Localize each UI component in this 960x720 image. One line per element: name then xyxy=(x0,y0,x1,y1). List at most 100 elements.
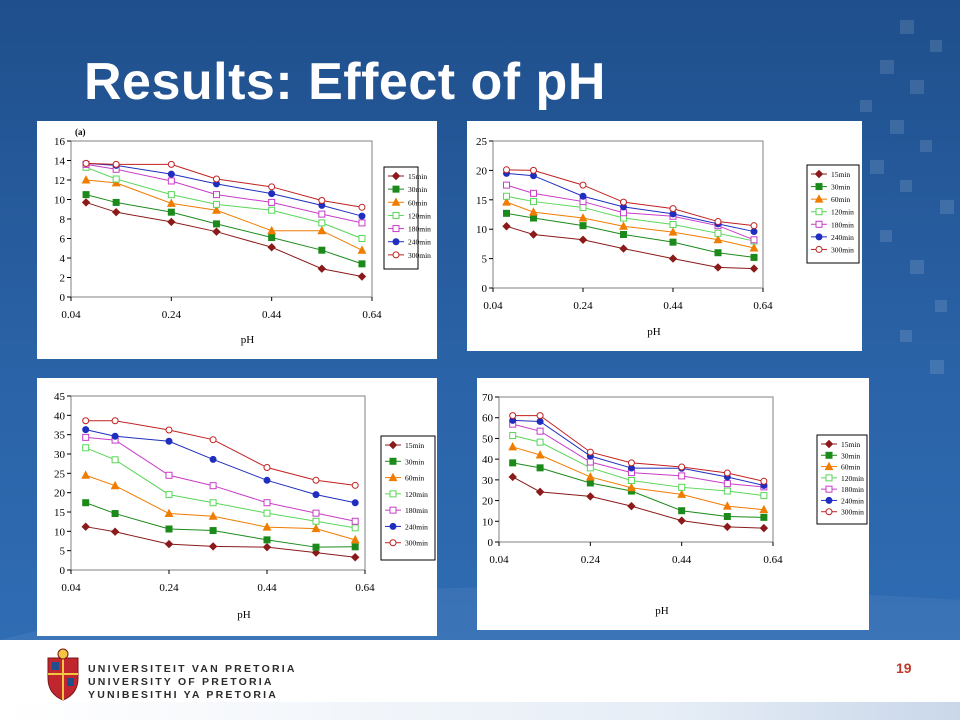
data-point xyxy=(312,509,320,517)
data-point xyxy=(530,166,537,174)
data-point xyxy=(212,220,220,228)
legend-marker xyxy=(389,539,397,547)
data-point xyxy=(668,227,678,236)
y-tick-label: 15 xyxy=(476,195,488,207)
data-point xyxy=(536,412,544,420)
data-point xyxy=(357,245,367,254)
x-axis-label: pH xyxy=(241,334,255,346)
data-point xyxy=(165,491,173,499)
legend-label: 300min xyxy=(841,508,864,517)
data-point xyxy=(503,209,510,217)
data-point xyxy=(536,464,544,472)
legend-label: 120min xyxy=(408,211,431,220)
chart-d: 0 10 20 30 40 50 60 70 0.04 0.24 0.44 0.64 pH 15min 30… xyxy=(482,392,868,617)
data-point xyxy=(536,438,544,446)
data-point xyxy=(677,489,687,498)
data-point xyxy=(81,522,90,531)
data-point xyxy=(317,225,327,235)
data-point xyxy=(759,504,769,514)
legend-label: 180min xyxy=(841,485,864,494)
legend-label: 180min xyxy=(831,220,854,229)
y-tick-label: 20 xyxy=(476,165,488,177)
data-point xyxy=(208,542,218,551)
chart-panel-c: 0 5 10 15 20 25 30 35 40 45 0.04 0.24 0.44 0.64 pH 15mi… xyxy=(37,378,437,636)
y-tick-label: 10 xyxy=(482,516,494,528)
data-point xyxy=(209,527,217,535)
data-point xyxy=(714,229,722,237)
y-tick-label: 0 xyxy=(488,537,494,549)
data-point xyxy=(723,480,731,488)
x-tick-label: 0.44 xyxy=(672,554,692,566)
legend-marker xyxy=(815,208,823,216)
data-point xyxy=(209,455,217,463)
data-point xyxy=(165,471,173,479)
chart-panel-d: 0 10 20 30 40 50 60 70 0.04 0.24 0.44 0.64 pH 15min 30… xyxy=(477,378,869,630)
x-axis-label: pH xyxy=(237,609,251,621)
legend-label: 60min xyxy=(408,198,427,207)
series-15min xyxy=(508,472,769,533)
legend-label: 120min xyxy=(841,474,864,483)
data-point xyxy=(212,205,221,214)
y-tick-label: 15 xyxy=(54,507,66,519)
legend-marker xyxy=(392,211,400,219)
legend-label: 30min xyxy=(831,183,850,192)
chart-panel-a: 0 2 4 6 8 10 12 14 16 0.04 0.24 0.44 0.64 pH (a) 15min 3… xyxy=(37,121,437,359)
data-point xyxy=(318,246,326,254)
legend: 15min 30min 60min 120min 180min 240min 300min xyxy=(816,434,868,525)
data-point xyxy=(760,513,768,521)
data-point xyxy=(536,417,544,425)
legend-label: 300min xyxy=(831,245,854,254)
series-60min xyxy=(81,470,360,544)
legend-marker xyxy=(825,508,833,516)
data-point xyxy=(358,212,366,220)
y-tick-label: 10 xyxy=(476,224,488,236)
legend-box xyxy=(380,435,436,561)
series-60min xyxy=(508,442,769,514)
data-point xyxy=(166,198,176,207)
legend-label: 15min xyxy=(831,170,850,179)
legend-label: 180min xyxy=(408,225,431,234)
y-tick-label: 35 xyxy=(54,430,66,442)
chart-a: 0 2 4 6 8 10 12 14 16 0.04 0.24 0.44 0.64 pH (a) 15min 3… xyxy=(54,127,431,346)
x-tick-label: 0.04 xyxy=(61,582,81,594)
legend-marker xyxy=(392,251,400,259)
data-point xyxy=(262,542,272,552)
legend-label: 60min xyxy=(405,474,424,483)
data-point xyxy=(111,432,119,440)
legend: 15min 30min 60min 120min 180min 240min 300min xyxy=(806,164,860,264)
y-tick-label: 30 xyxy=(482,475,494,487)
data-point xyxy=(586,492,595,501)
legend-label: 300min xyxy=(408,251,431,260)
x-tick-label: 0.04 xyxy=(61,309,81,321)
data-point xyxy=(619,244,628,253)
data-point xyxy=(165,437,173,445)
data-point xyxy=(586,464,594,472)
data-point xyxy=(164,508,174,518)
data-point xyxy=(311,523,321,533)
data-point xyxy=(723,487,731,495)
y-tick-label: 45 xyxy=(54,391,66,403)
data-point xyxy=(312,476,320,484)
legend-label: 240min xyxy=(831,233,854,242)
data-point xyxy=(579,192,587,200)
data-point xyxy=(312,491,320,499)
data-point xyxy=(81,175,91,184)
legend-label: 15min xyxy=(408,172,427,181)
legend-marker xyxy=(388,440,398,450)
footer-stripe xyxy=(0,702,960,720)
series-300min xyxy=(509,412,768,485)
data-point xyxy=(263,509,271,517)
data-point xyxy=(167,217,176,227)
data-point xyxy=(167,208,175,216)
data-point xyxy=(678,463,686,471)
y-tick-label: 0 xyxy=(60,565,66,577)
data-point xyxy=(750,222,758,230)
data-point xyxy=(209,436,217,444)
data-point xyxy=(749,243,759,252)
y-tick-label: 25 xyxy=(54,468,66,480)
decorative-squares xyxy=(860,20,954,374)
data-point xyxy=(535,487,545,497)
y-tick-label: 5 xyxy=(482,254,488,266)
data-point xyxy=(112,175,120,183)
y-tick-label: 14 xyxy=(54,156,66,168)
